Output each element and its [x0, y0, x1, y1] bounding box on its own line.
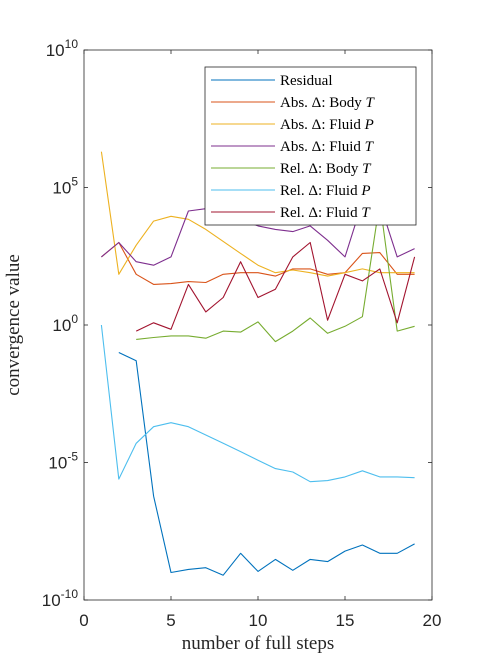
x-tick-label: 15 [336, 611, 355, 630]
series-line-2 [100, 151, 415, 277]
legend-label-1: Abs. Δ: Body T [280, 95, 376, 111]
x-axis-label: number of full steps [182, 633, 335, 654]
legend: Residual Abs. Δ: Body T Abs. Δ: Fluid P Abs… [204, 66, 417, 226]
y-tick-label: 105 [52, 175, 78, 198]
legend-label-0: Residual [280, 73, 333, 89]
x-tick-label: 0 [79, 611, 88, 630]
series-line-0 [118, 352, 415, 576]
legend-label-4: Rel. Δ: Body T [280, 161, 372, 177]
legend-label-5: Rel. Δ: Fluid P [280, 183, 371, 199]
y-tick-label: 10-5 [48, 450, 78, 473]
y-axis-label: convergence value [3, 254, 24, 396]
y-tick-label: 10-10 [42, 587, 79, 610]
x-tick-label: 20 [423, 611, 442, 630]
x-tick-label: 10 [249, 611, 268, 630]
x-tick-label: 5 [166, 611, 175, 630]
ticks-layer: 0 5 10 15 20 1010 105 100 10-5 10-10 [42, 37, 442, 630]
series-line-6 [135, 241, 416, 332]
series-line-5 [100, 324, 415, 483]
legend-label-6: Rel. Δ: Fluid T [280, 205, 371, 221]
series-line-1 [101, 241, 415, 285]
legend-label-3: Abs. Δ: Fluid T [280, 139, 375, 155]
legend-label-2: Abs. Δ: Fluid P [280, 117, 374, 133]
y-tick-label: 100 [52, 312, 78, 335]
series-line-4 [136, 201, 415, 343]
y-tick-label: 1010 [46, 37, 79, 60]
